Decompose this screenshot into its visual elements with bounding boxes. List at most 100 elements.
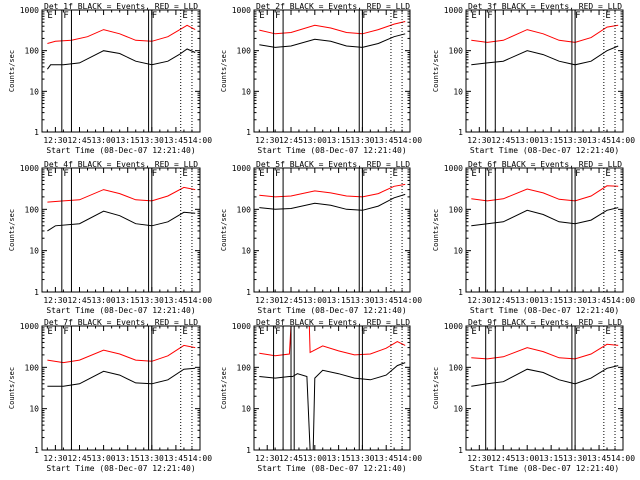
marker-label: F [575,327,580,337]
y-tick-label: 1000 [20,164,39,173]
y-tick-label: 1000 [232,6,251,15]
y-tick-label: 10 [241,87,251,96]
y-tick-label: 100 [449,205,464,214]
x-tick-label: 13:00 [92,454,116,463]
plot-frame [465,9,624,133]
x-tick-label: 12:30 [43,296,67,305]
y-tick-label: 1000 [232,322,251,331]
x-tick-label: 12:30 [255,136,279,145]
x-tick-label: 12:45 [67,136,91,145]
x-tick-label: 13:00 [515,136,539,145]
x-tick-label: 13:00 [303,296,327,305]
panel-title: Det 6f BLACK = Events, RED = LLD [468,160,622,169]
marker-label: E [605,327,610,337]
marker-label: F [575,11,580,21]
marker-label: E [47,11,52,21]
x-tick-label: 13:30 [140,454,164,463]
x-tick-label: 13:15 [327,136,351,145]
x-tick-label: 13:30 [140,296,164,305]
x-tick-label: 13:15 [539,296,563,305]
lld-series [259,326,406,357]
y-tick-label: 1000 [444,6,463,15]
x-tick-label: 14:00 [188,136,212,145]
plot-frame [41,167,201,293]
panel-title: Det 4f BLACK = Events, RED = LLD [44,160,198,169]
marker-label: F [63,169,68,179]
marker-label: F [362,169,367,179]
y-tick-label: 1 [34,446,39,455]
x-tick-label: 13:45 [587,296,611,305]
marker-label: F [63,327,68,337]
plot-frame [41,9,201,133]
y-axis-label: Counts/sec [432,209,440,251]
marker-label: F [275,11,280,21]
x-tick-label: 12:45 [491,454,515,463]
marker-label: E [259,11,264,21]
y-axis-label: Counts/sec [432,367,440,409]
panel-title: Det 9f BLACK = Events, RED = LLD [468,318,622,327]
events-series [46,48,196,70]
x-tick-label: 14:00 [398,136,422,145]
y-tick-label: 10 [241,247,251,256]
x-axis-label: Start Time (08-Dec-07 12:21:40) [257,146,406,155]
panel-title: Det 7f BLACK = Events, RED = LLD [44,318,198,327]
marker-label: E [471,169,476,179]
x-tick-label: 13:00 [92,296,116,305]
marker-label: E [393,11,398,21]
plot-frame [253,167,411,293]
lld-series [259,183,406,198]
x-tick-label: 13:00 [303,136,327,145]
y-tick-label: 100 [237,205,252,214]
x-axis-label: Start Time (08-Dec-07 12:21:40) [257,464,406,473]
x-tick-label: 13:15 [539,136,563,145]
events-series [47,210,196,232]
y-tick-label: 1000 [444,322,463,331]
x-tick-label: 12:30 [43,136,67,145]
y-tick-label: 1 [34,128,39,137]
y-tick-label: 1000 [232,164,251,173]
x-tick-label: 13:45 [587,136,611,145]
x-tick-label: 13:15 [116,136,140,145]
x-tick-label: 13:45 [164,296,188,305]
y-tick-label: 1 [34,288,39,297]
marker-label: E [182,11,187,21]
x-tick-label: 12:45 [279,136,303,145]
x-tick-label: 13:45 [164,454,188,463]
y-tick-label: 100 [25,47,40,56]
marker-label: F [487,327,492,337]
lld-series [471,24,619,43]
lld-series [47,24,196,44]
events-series [471,45,619,66]
y-tick-label: 100 [237,363,252,372]
marker-label: F [275,327,280,337]
marker-label: F [362,327,367,337]
x-tick-label: 12:30 [255,296,279,305]
panel-title: Det 1f BLACK = Events, RED = LLD [44,2,198,11]
x-tick-label: 12:45 [67,296,91,305]
marker-label: F [63,11,68,21]
x-tick-label: 13:30 [350,136,374,145]
y-tick-label: 1 [458,446,463,455]
y-axis-label: Counts/sec [432,50,440,92]
x-tick-label: 13:30 [563,296,587,305]
marker-label: E [393,169,398,179]
x-tick-label: 13:30 [563,454,587,463]
lld-series [471,185,619,202]
y-axis-label: Counts/sec [8,209,16,251]
y-tick-label: 10 [29,405,39,414]
x-tick-label: 14:00 [398,454,422,463]
y-tick-label: 1000 [20,6,39,15]
x-tick-label: 13:15 [116,454,140,463]
events-series [259,362,406,450]
marker-label: E [47,327,52,337]
marker-label: F [487,11,492,21]
x-tick-label: 14:00 [188,454,212,463]
panel-title: Det 8f BLACK = Events, RED = LLD [256,318,410,327]
